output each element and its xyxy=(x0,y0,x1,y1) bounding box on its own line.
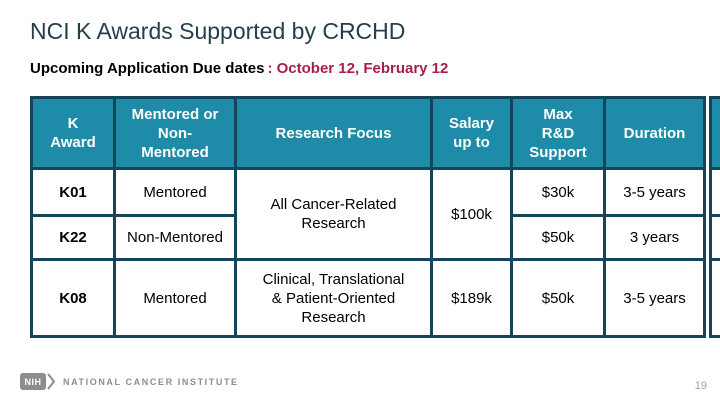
cell-salary: $189k xyxy=(430,258,513,338)
due-dates-line: Upcoming Application Due dates: October … xyxy=(30,59,448,79)
nih-logo-mark: NIH xyxy=(20,373,46,390)
cell-research-focus: All Cancer-Related Research xyxy=(234,167,433,261)
cutoff-table-column xyxy=(709,96,720,338)
cell-duration: 3 years xyxy=(603,214,706,261)
cell-k-award: K01 xyxy=(30,167,116,217)
due-dates-values: : October 12, February 12 xyxy=(267,60,449,77)
cell-rd-support: $30k xyxy=(510,167,606,217)
cell-research-focus: Clinical, Translational & Patient-Orient… xyxy=(234,258,433,338)
cutoff-body-cell xyxy=(709,261,720,338)
due-dates-label: Upcoming Application Due dates xyxy=(30,60,265,77)
cutoff-header-cell xyxy=(709,96,720,170)
cutoff-body-cell xyxy=(709,170,720,217)
cell-k-award: K22 xyxy=(30,214,116,261)
table-row-k01: K01 Mentored All Cancer-Related Research… xyxy=(30,167,706,261)
cell-rd-support: $50k xyxy=(510,214,606,261)
k-awards-table: K Award Mentored or Non- Mentored Resear… xyxy=(30,96,706,338)
institute-name: NATIONAL CANCER INSTITUTE xyxy=(63,376,239,387)
table-row-k22: K22 Non-Mentored $50k 3 years xyxy=(30,214,706,261)
cell-duration: 3-5 years xyxy=(603,258,706,338)
col-header-duration: Duration xyxy=(603,96,706,170)
col-header-research-focus: Research Focus xyxy=(234,96,433,170)
cell-salary: $100k xyxy=(430,167,513,261)
col-header-k-award: K Award xyxy=(30,96,116,170)
table-row-k08: K08 Mentored Clinical, Translational & P… xyxy=(30,258,706,338)
col-header-rd-support: Max R&D Support xyxy=(510,96,606,170)
cutoff-body-cell xyxy=(709,217,720,261)
col-header-mentorship: Mentored or Non- Mentored xyxy=(113,96,237,170)
cell-rd-support: $50k xyxy=(510,258,606,338)
nci-logo: NIH NATIONAL CANCER INSTITUTE xyxy=(20,373,239,390)
table-header-row: K Award Mentored or Non- Mentored Resear… xyxy=(30,96,706,170)
col-header-salary: Salary up to xyxy=(430,96,513,170)
cell-mentorship: Mentored xyxy=(113,167,237,217)
cell-k-award: K08 xyxy=(30,258,116,338)
cell-duration: 3-5 years xyxy=(603,167,706,217)
chevron-icon xyxy=(47,373,56,390)
cell-mentorship: Non-Mentored xyxy=(113,214,237,261)
page-title: NCI K Awards Supported by CRCHD xyxy=(30,18,406,44)
page-number: 19 xyxy=(694,380,707,392)
cell-mentorship: Mentored xyxy=(113,258,237,338)
